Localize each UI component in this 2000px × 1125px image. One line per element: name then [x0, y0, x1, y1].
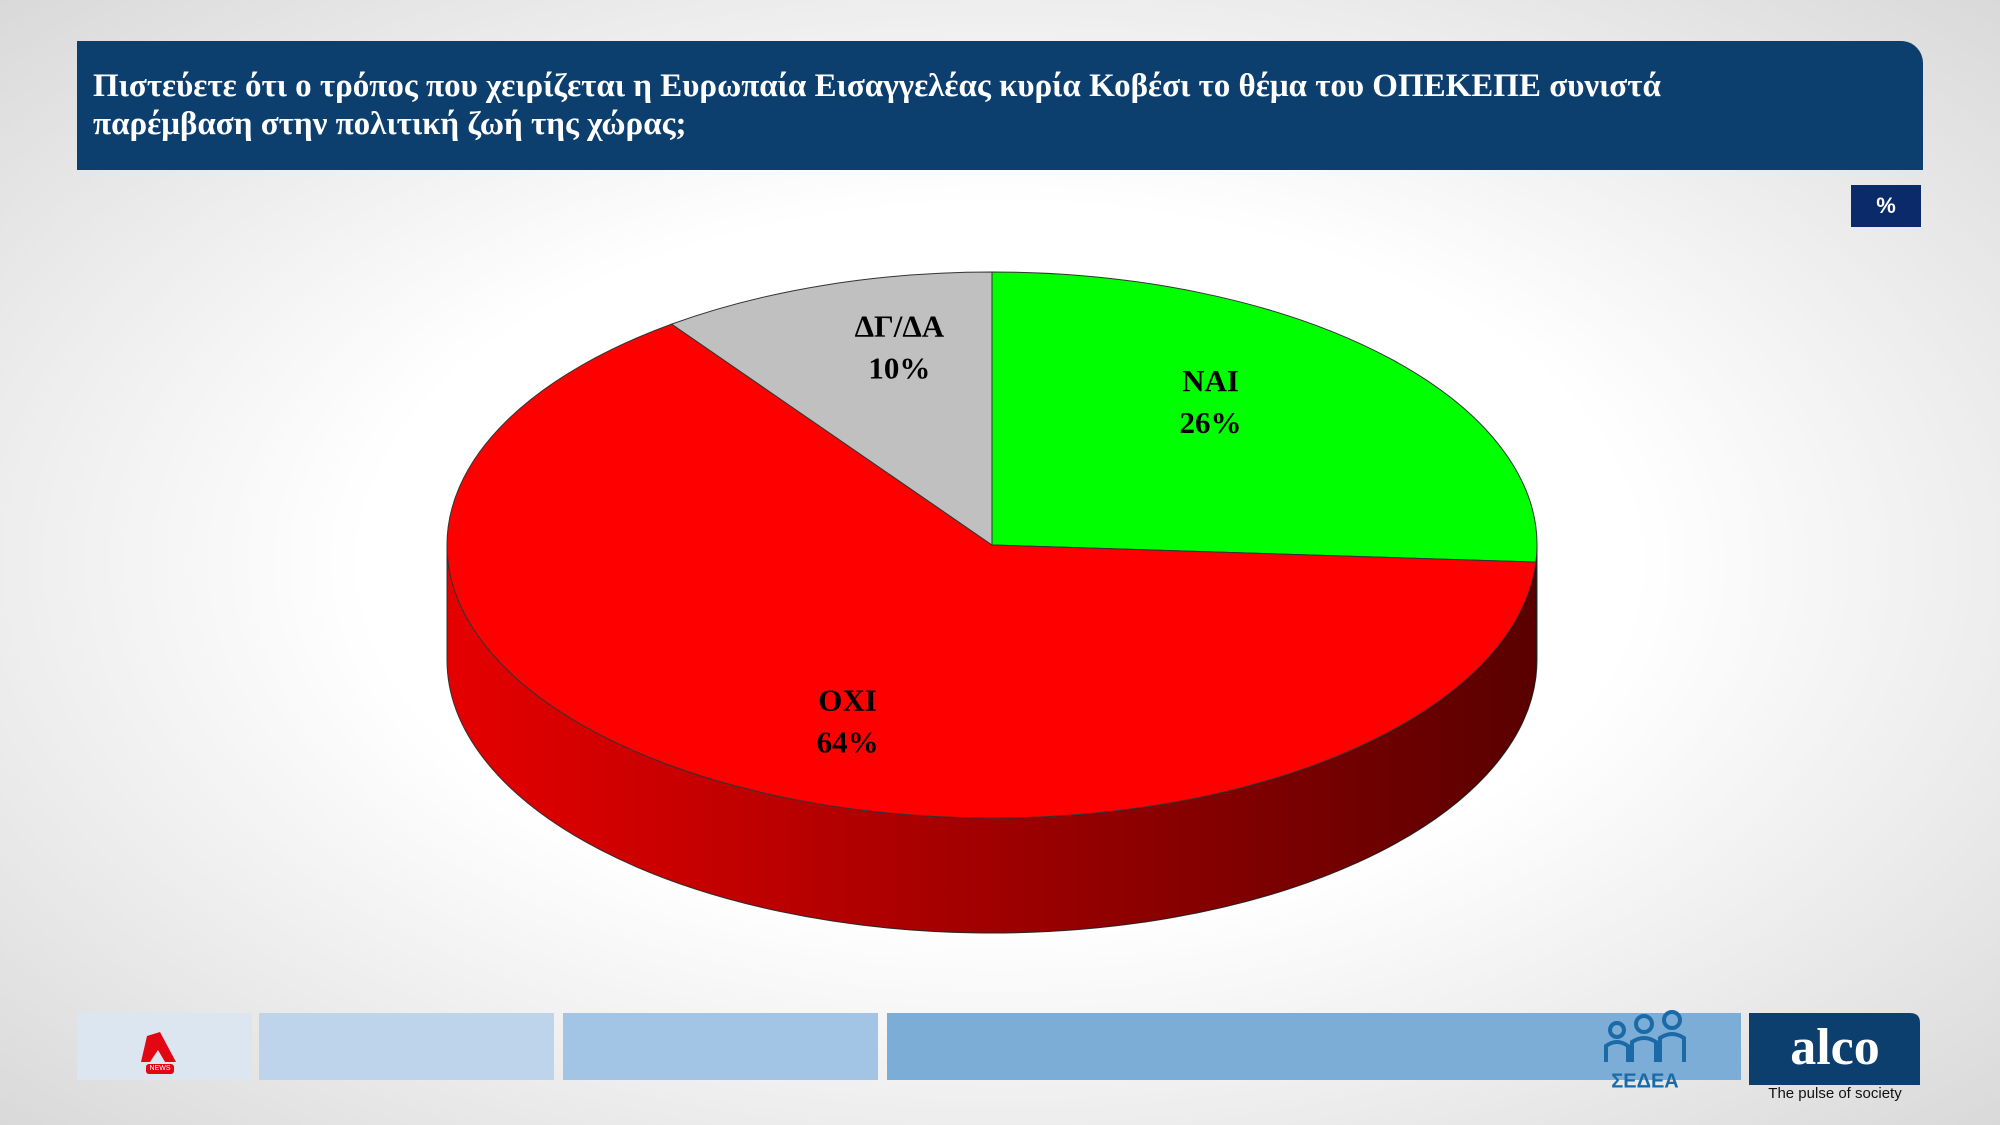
slice: [991, 271, 1538, 563]
title-bar: Πιστεύετε ότι ο τρόπος που χειρίζεται η …: [77, 41, 1923, 170]
slice-label: ΟΧΙ: [818, 683, 877, 718]
slice-label: ΔΓ/ΔΑ: [855, 308, 945, 343]
side-shade: [447, 545, 1536, 933]
alpha-logo: [146, 1064, 174, 1074]
chart-title: Πιστεύετε ότι ο τρόπος που χειρίζεται η …: [93, 68, 1661, 142]
pie: ΝΑΙ 26% ΟΧΙ 64% ΔΓ/ΔΑ 10%: [446, 271, 1538, 934]
value-label: 64%: [817, 725, 879, 760]
slice: [670, 271, 993, 546]
footer-bar: [563, 1013, 878, 1080]
value-label: 10%: [868, 350, 930, 385]
footer-bar: [887, 1013, 1741, 1080]
news-text: NEWS: [150, 1065, 171, 1072]
sedea-logo: [1604, 1010, 1686, 1062]
alco-box: [1749, 1013, 1920, 1085]
tagline: The pulse of society: [1768, 1085, 1902, 1102]
slice: [446, 323, 1537, 819]
footer-bar: [259, 1013, 554, 1080]
alco-text: alco: [1790, 1019, 1880, 1076]
unit-badge: %: [1851, 185, 1921, 227]
slice-label: ΝΑΙ: [1182, 363, 1239, 398]
value-label: 26%: [1180, 405, 1242, 440]
sedea-text: ΣΕΔΕΑ: [1611, 1070, 1679, 1092]
alpha-logo: [141, 1032, 176, 1062]
